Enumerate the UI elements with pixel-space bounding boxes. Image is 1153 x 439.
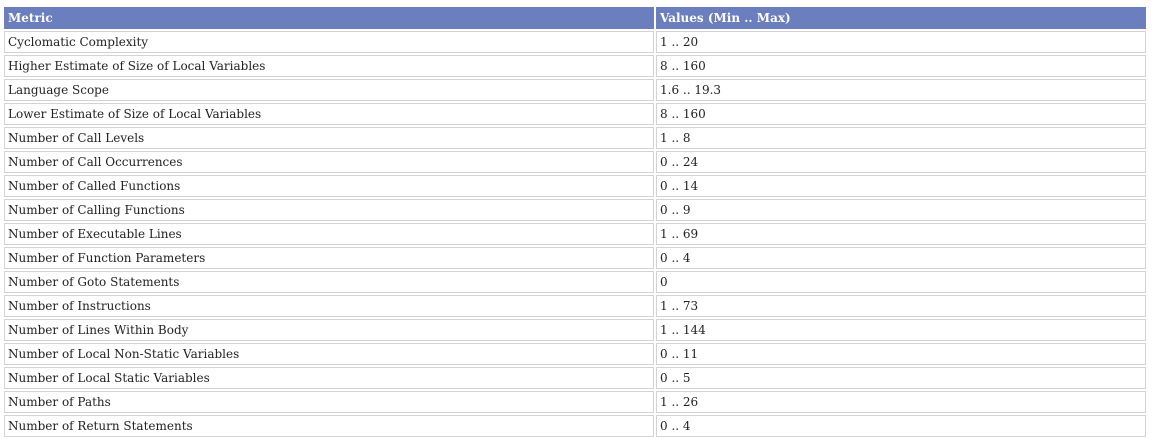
metric-name-cell: Number of Function Parameters: [4, 247, 654, 269]
table-row: Number of Calling Functions 0 .. 9: [4, 199, 1146, 221]
metric-value-cell: 0: [656, 271, 1146, 293]
metric-name-cell: Higher Estimate of Size of Local Variabl…: [4, 55, 654, 77]
metrics-table: Metric Values (Min .. Max) Cyclomatic Co…: [2, 5, 1148, 439]
metric-name-cell: Number of Executable Lines: [4, 223, 654, 245]
metric-value-cell: 0 .. 14: [656, 175, 1146, 197]
metric-name-cell: Number of Called Functions: [4, 175, 654, 197]
metric-name-cell: Cyclomatic Complexity: [4, 31, 654, 53]
column-header-values: Values (Min .. Max): [656, 7, 1146, 29]
table-row: Number of Paths 1 .. 26: [4, 391, 1146, 413]
metric-value-cell: 0 .. 4: [656, 415, 1146, 437]
metric-name-cell: Lower Estimate of Size of Local Variable…: [4, 103, 654, 125]
metric-value-cell: 0 .. 4: [656, 247, 1146, 269]
table-row: Number of Goto Statements 0: [4, 271, 1146, 293]
table-row: Language Scope 1.6 .. 19.3: [4, 79, 1146, 101]
metric-value-cell: 1 .. 26: [656, 391, 1146, 413]
metric-value-cell: 1 .. 69: [656, 223, 1146, 245]
metric-value-cell: 1 .. 144: [656, 319, 1146, 341]
metric-name-cell: Number of Return Statements: [4, 415, 654, 437]
table-row: Number of Lines Within Body 1 .. 144: [4, 319, 1146, 341]
table-row: Number of Instructions 1 .. 73: [4, 295, 1146, 317]
metric-value-cell: 8 .. 160: [656, 55, 1146, 77]
table-row: Number of Call Levels 1 .. 8: [4, 127, 1146, 149]
metric-value-cell: 0 .. 24: [656, 151, 1146, 173]
metric-name-cell: Number of Instructions: [4, 295, 654, 317]
metric-name-cell: Number of Paths: [4, 391, 654, 413]
metric-name-cell: Number of Goto Statements: [4, 271, 654, 293]
metric-name-cell: Number of Call Levels: [4, 127, 654, 149]
metric-value-cell: 0 .. 9: [656, 199, 1146, 221]
metric-name-cell: Language Scope: [4, 79, 654, 101]
table-row: Number of Call Occurrences 0 .. 24: [4, 151, 1146, 173]
metric-name-cell: Number of Lines Within Body: [4, 319, 654, 341]
table-row: Lower Estimate of Size of Local Variable…: [4, 103, 1146, 125]
table-row: Number of Executable Lines 1 .. 69: [4, 223, 1146, 245]
table-row: Number of Called Functions 0 .. 14: [4, 175, 1146, 197]
metric-name-cell: Number of Call Occurrences: [4, 151, 654, 173]
table-row: Higher Estimate of Size of Local Variabl…: [4, 55, 1146, 77]
metric-value-cell: 0 .. 11: [656, 343, 1146, 365]
metric-name-cell: Number of Local Static Variables: [4, 367, 654, 389]
metric-value-cell: 1 .. 20: [656, 31, 1146, 53]
table-row: Number of Function Parameters 0 .. 4: [4, 247, 1146, 269]
metric-value-cell: 1 .. 8: [656, 127, 1146, 149]
table-header-row: Metric Values (Min .. Max): [4, 7, 1146, 29]
table-row: Number of Local Static Variables 0 .. 5: [4, 367, 1146, 389]
metric-value-cell: 8 .. 160: [656, 103, 1146, 125]
metric-value-cell: 1 .. 73: [656, 295, 1146, 317]
table-row: Number of Return Statements 0 .. 4: [4, 415, 1146, 437]
column-header-metric: Metric: [4, 7, 654, 29]
metric-value-cell: 0 .. 5: [656, 367, 1146, 389]
metrics-table-container: Metric Values (Min .. Max) Cyclomatic Co…: [2, 5, 1146, 439]
metric-name-cell: Number of Local Non-Static Variables: [4, 343, 654, 365]
metric-value-cell: 1.6 .. 19.3: [656, 79, 1146, 101]
metric-name-cell: Number of Calling Functions: [4, 199, 654, 221]
table-row: Cyclomatic Complexity 1 .. 20: [4, 31, 1146, 53]
table-row: Number of Local Non-Static Variables 0 .…: [4, 343, 1146, 365]
